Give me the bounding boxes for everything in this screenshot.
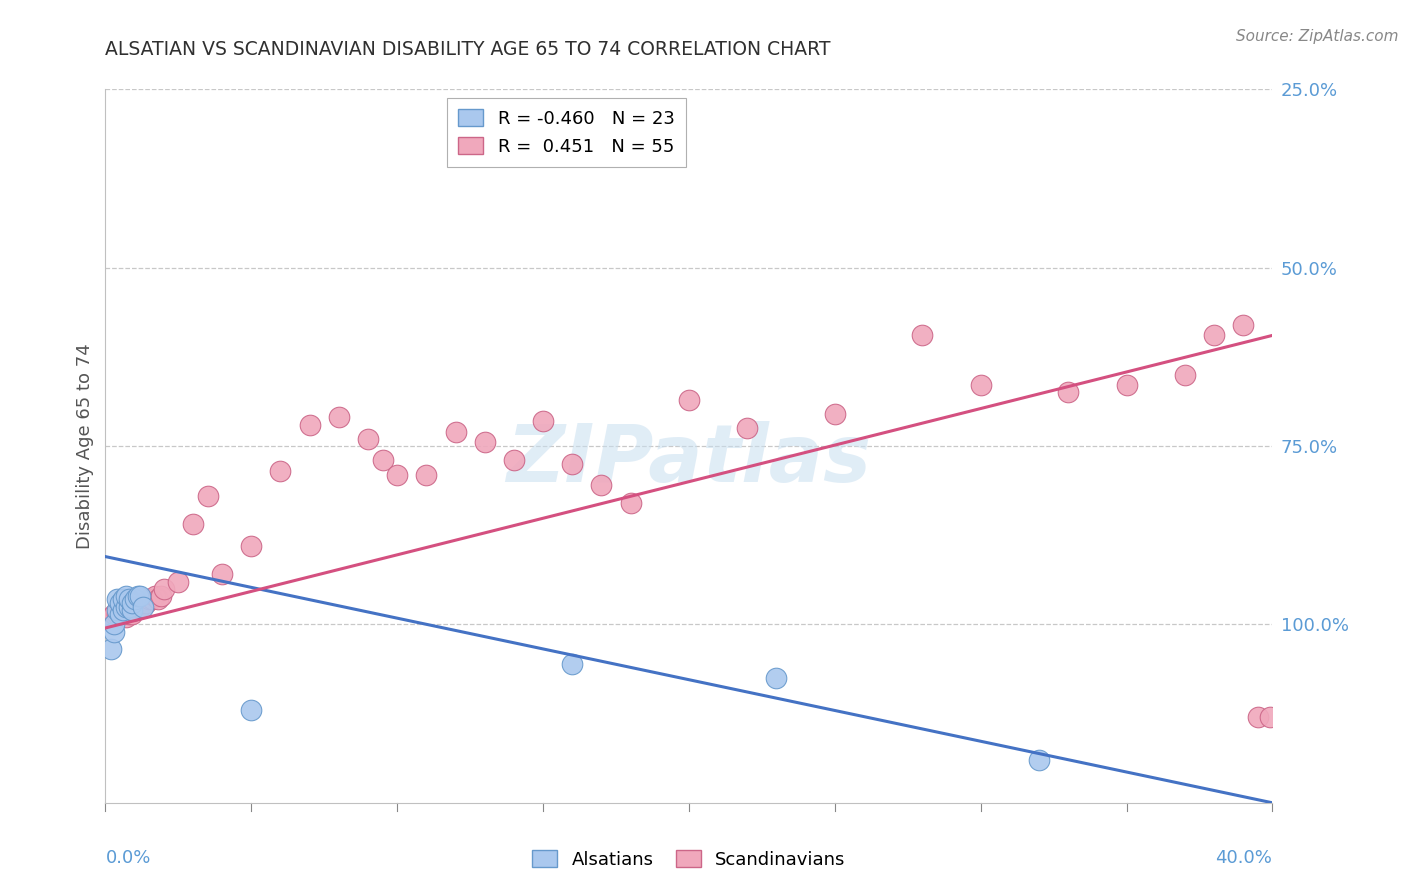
Point: [153, 582, 174, 596]
Point: [561, 657, 583, 671]
Point: [561, 457, 583, 471]
Point: [591, 478, 613, 492]
Point: [197, 489, 219, 503]
Point: [124, 603, 146, 617]
Point: [181, 517, 204, 532]
Point: [111, 603, 134, 617]
Point: [298, 417, 321, 432]
Point: [111, 592, 134, 607]
Point: [474, 435, 496, 450]
Legend: Alsatians, Scandinavians: Alsatians, Scandinavians: [524, 843, 853, 876]
Point: [824, 407, 846, 421]
Point: [240, 539, 263, 553]
Point: [105, 592, 128, 607]
Point: [121, 596, 143, 610]
Point: [118, 607, 141, 621]
Point: [444, 425, 467, 439]
Point: [115, 610, 138, 624]
Point: [357, 432, 380, 446]
Point: [969, 378, 991, 392]
Point: [1057, 385, 1080, 400]
Point: [135, 596, 157, 610]
Point: [765, 671, 787, 685]
Point: [103, 624, 125, 639]
Text: 40.0%: 40.0%: [1216, 849, 1272, 867]
Text: ALSATIAN VS SCANDINAVIAN DISABILITY AGE 65 TO 74 CORRELATION CHART: ALSATIAN VS SCANDINAVIAN DISABILITY AGE …: [105, 40, 831, 59]
Point: [118, 599, 141, 614]
Point: [167, 574, 190, 589]
Point: [118, 592, 141, 607]
Y-axis label: Disability Age 65 to 74: Disability Age 65 to 74: [76, 343, 94, 549]
Point: [121, 607, 143, 621]
Point: [1202, 328, 1225, 343]
Point: [111, 607, 134, 621]
Point: [141, 592, 163, 607]
Point: [1258, 710, 1281, 724]
Point: [1247, 710, 1270, 724]
Point: [502, 453, 524, 467]
Point: [240, 703, 263, 717]
Point: [108, 607, 131, 621]
Point: [111, 603, 134, 617]
Legend: R = -0.460   N = 23, R =  0.451   N = 55: R = -0.460 N = 23, R = 0.451 N = 55: [447, 98, 686, 167]
Point: [103, 617, 125, 632]
Point: [121, 603, 143, 617]
Point: [124, 603, 146, 617]
Point: [118, 603, 141, 617]
Point: [132, 599, 155, 614]
Point: [371, 453, 394, 467]
Point: [115, 603, 138, 617]
Point: [678, 392, 700, 407]
Point: [100, 610, 122, 624]
Point: [1028, 753, 1050, 767]
Point: [328, 410, 350, 425]
Point: [115, 599, 138, 614]
Point: [415, 467, 437, 482]
Point: [132, 596, 155, 610]
Point: [531, 414, 554, 428]
Point: [127, 599, 149, 614]
Point: [143, 589, 166, 603]
Point: [105, 607, 128, 621]
Point: [129, 599, 152, 614]
Point: [1232, 318, 1254, 332]
Text: Source: ZipAtlas.com: Source: ZipAtlas.com: [1236, 29, 1399, 44]
Point: [385, 467, 408, 482]
Point: [911, 328, 934, 343]
Point: [138, 592, 160, 607]
Point: [108, 607, 131, 621]
Point: [115, 589, 138, 603]
Point: [127, 589, 149, 603]
Point: [1115, 378, 1137, 392]
Point: [108, 603, 131, 617]
Point: [146, 592, 169, 607]
Point: [124, 592, 146, 607]
Point: [100, 642, 122, 657]
Point: [1174, 368, 1197, 382]
Point: [103, 607, 125, 621]
Point: [129, 589, 152, 603]
Text: 0.0%: 0.0%: [105, 849, 150, 867]
Point: [211, 567, 233, 582]
Point: [149, 589, 172, 603]
Text: ZIPatlas: ZIPatlas: [506, 421, 872, 500]
Point: [619, 496, 641, 510]
Point: [108, 596, 131, 610]
Point: [105, 603, 128, 617]
Point: [737, 421, 759, 435]
Point: [269, 464, 292, 478]
